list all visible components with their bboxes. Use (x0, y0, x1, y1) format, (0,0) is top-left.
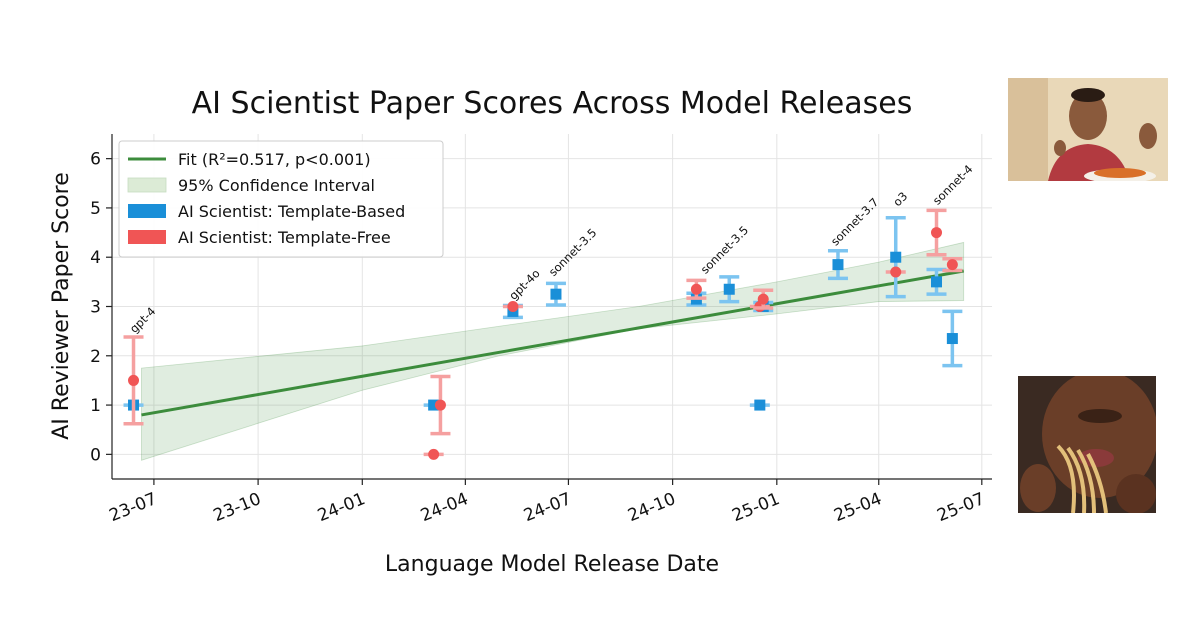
photo-man-eating-spaghetti (1008, 78, 1168, 181)
data-point-circle (890, 266, 902, 278)
x-tick-label: 25-07 (934, 489, 987, 526)
data-point-circle (434, 399, 446, 411)
x-tick-label: 24-04 (418, 489, 471, 526)
data-point-circle (946, 259, 958, 271)
legend-item: 95% Confidence Interval (127, 176, 375, 195)
legend-item: AI Scientist: Template-Free (128, 228, 391, 247)
x-tick-label: 25-04 (831, 489, 884, 526)
x-tick-label: 24-01 (315, 489, 368, 526)
x-tick-label: 23-07 (106, 489, 159, 526)
legend-label: AI Scientist: Template-Based (178, 202, 405, 221)
legend-swatch-patch (128, 204, 166, 218)
data-point-circle (428, 448, 440, 460)
point-annotation: gpt-4o (506, 266, 543, 303)
data-point-circle (507, 301, 519, 312)
data-point-square (550, 288, 562, 300)
y-axis-label: AI Reviewer Paper Score (49, 172, 74, 440)
data-point-circle (757, 293, 769, 305)
legend-item: Fit (R²=0.517, p<0.001) (128, 150, 371, 169)
x-tick-label: 24-10 (625, 489, 678, 526)
confidence-interval-band (141, 241, 965, 461)
y-ticks: 0 1 2 3 4 5 6 (90, 150, 112, 465)
x-tick-label: 23-10 (211, 489, 264, 526)
y-tick-label: 4 (90, 248, 101, 268)
legend-label: Fit (R²=0.517, p<0.001) (178, 150, 371, 169)
legend-swatch-patch (128, 230, 166, 244)
legend-swatch-band (127, 177, 167, 193)
legend-frame (118, 140, 444, 258)
y-tick-label: 1 (90, 396, 101, 416)
y-tick-label: 6 (90, 150, 101, 170)
legend: Fit (R²=0.517, p<0.001) 95% Confidence In… (118, 140, 444, 258)
point-annotation: o3 (890, 189, 910, 209)
photo-man-eating-spaghetti-closeup (1018, 376, 1156, 513)
data-point-circle (690, 283, 702, 295)
data-point-circle (128, 374, 140, 386)
point-annotation: sonnet-4 (930, 162, 976, 208)
point-annotation: sonnet-3.5 (546, 226, 599, 279)
data-point-square (946, 333, 958, 345)
x-ticks: 23-07 23-10 24-01 24-04 24-07 24-10 25-01 25-04… (106, 479, 988, 526)
x-tick-label: 25-01 (729, 489, 782, 526)
y-tick-label: 0 (90, 445, 101, 465)
chart-title: AI Scientist Paper Scores Across Model R… (192, 86, 913, 121)
fit-line (141, 269, 964, 417)
legend-item: AI Scientist: Template-Based (128, 202, 405, 221)
y-tick-label: 2 (90, 347, 101, 367)
y-tick-label: 5 (90, 199, 101, 219)
data-point-square (890, 251, 902, 263)
point-annotation: sonnet-3.5 (698, 223, 751, 276)
data-point-square (428, 399, 440, 411)
legend-label: 95% Confidence Interval (178, 176, 375, 195)
data-point-circle (931, 227, 943, 239)
point-annotation: sonnet-3.7 (828, 195, 881, 248)
data-point-square (723, 283, 735, 295)
series-template-free (123, 208, 963, 460)
x-axis-label: Language Model Release Date (385, 552, 719, 577)
data-point-square (832, 259, 844, 271)
y-tick-label: 3 (90, 298, 101, 318)
legend-label: AI Scientist: Template-Free (178, 228, 391, 247)
x-tick-label: 24-07 (521, 489, 574, 526)
series-layer (123, 208, 963, 460)
data-point-square (754, 399, 766, 411)
data-point-square (931, 276, 943, 288)
